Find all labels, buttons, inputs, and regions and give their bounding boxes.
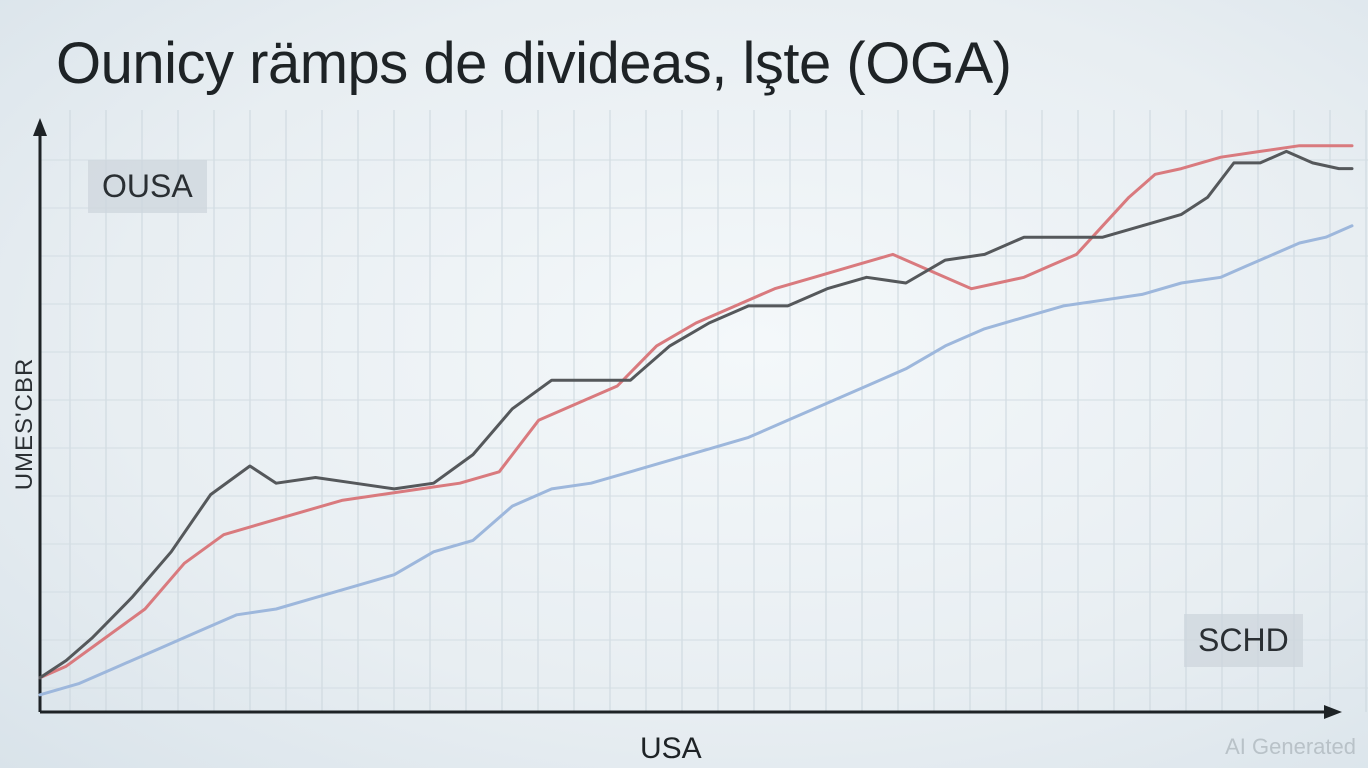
chart-title: Ounicy rämps de divideas, lşte (OGA) bbox=[56, 31, 1012, 96]
annotation-top-left: OUSA bbox=[88, 160, 207, 213]
series-group bbox=[38, 144, 1354, 697]
series-line-1 bbox=[38, 144, 1354, 680]
x-axis-arrow bbox=[1324, 705, 1342, 719]
series-line-2 bbox=[38, 149, 1354, 680]
gridlines bbox=[40, 110, 1368, 712]
y-axis-label: UMES'CBR bbox=[11, 357, 38, 491]
annotation-bottom-right: SCHD bbox=[1184, 614, 1303, 667]
axes bbox=[33, 118, 1342, 719]
ai-generated-watermark: AI Generated bbox=[1225, 734, 1356, 759]
series-line-3 bbox=[38, 224, 1354, 697]
x-axis-label: USA bbox=[640, 732, 702, 765]
y-axis-arrow bbox=[33, 118, 47, 136]
